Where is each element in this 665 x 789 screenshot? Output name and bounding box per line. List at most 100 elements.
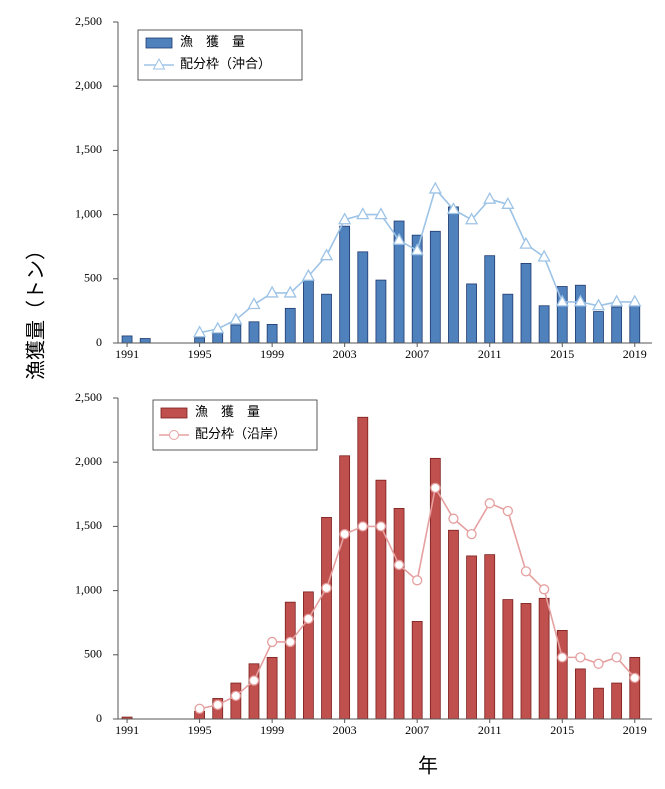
line-marker	[410, 243, 424, 256]
line-marker	[591, 298, 606, 311]
x-tick-label: 2019	[623, 347, 647, 361]
bar	[321, 293, 332, 344]
y-tick-label: 1,500	[75, 518, 102, 532]
bar	[629, 656, 641, 720]
line-marker	[247, 297, 261, 310]
x-tick-label: 1995	[188, 723, 212, 737]
line-marker	[283, 285, 297, 298]
x-tick-label: 2011	[478, 347, 502, 361]
y-tick-label: 500	[84, 647, 102, 661]
y-tick-label: 1,000	[75, 582, 102, 596]
legend-box	[152, 399, 318, 451]
bar	[284, 601, 296, 720]
line-marker	[374, 207, 388, 220]
line-marker	[192, 325, 207, 338]
line-marker	[555, 294, 569, 307]
legend-label: 漁 獲 量	[195, 404, 260, 419]
x-tick-label: 2003	[333, 347, 357, 361]
bar	[321, 517, 332, 720]
line-marker	[301, 268, 315, 281]
line-marker	[611, 652, 622, 663]
line-marker	[430, 482, 441, 494]
x-tick-label: 2019	[623, 723, 647, 737]
bar	[520, 603, 532, 720]
bar	[375, 479, 387, 720]
bar	[230, 324, 242, 344]
line-marker	[211, 321, 225, 334]
bar	[629, 305, 641, 344]
legend-marker	[169, 430, 179, 440]
bar	[357, 251, 369, 344]
bar	[303, 591, 314, 720]
y-tick-label: 2,000	[75, 454, 102, 468]
y-axis-label: 漁獲量（トン）	[25, 240, 48, 380]
bar	[502, 599, 514, 720]
bar	[448, 206, 459, 344]
bar	[266, 323, 278, 344]
x-tick-label: 1991	[115, 723, 139, 737]
bar	[339, 455, 351, 720]
x-tick-label: 2015	[550, 347, 574, 361]
x-tick-label: 2003	[333, 723, 357, 737]
bar	[448, 529, 459, 720]
bar	[212, 332, 224, 344]
bar	[502, 293, 514, 344]
line-marker	[483, 191, 497, 204]
bar	[139, 338, 151, 344]
y-tick-label: 2,000	[75, 78, 102, 92]
line-marker	[212, 699, 223, 711]
line-marker	[573, 294, 587, 307]
line-marker	[339, 528, 350, 540]
legend-label: 配分枠（沿岸）	[195, 426, 286, 441]
legend-marker	[152, 57, 166, 70]
bar	[520, 262, 532, 344]
bar	[266, 656, 278, 720]
line-marker	[229, 312, 243, 325]
line-marker	[303, 613, 314, 624]
x-tick-label: 2011	[478, 723, 502, 737]
line-marker	[375, 521, 387, 532]
line-marker	[448, 513, 459, 524]
x-tick-label: 2007	[405, 723, 429, 737]
x-tick-label: 1999	[260, 347, 284, 361]
line-marker	[593, 658, 604, 669]
x-tick-label: 1995	[188, 347, 212, 361]
bar	[484, 554, 496, 720]
line-marker	[230, 690, 242, 702]
bar	[593, 687, 604, 720]
bar	[375, 279, 387, 344]
line-marker	[248, 675, 260, 686]
line-marker	[610, 294, 624, 307]
line-marker	[194, 703, 205, 714]
bar	[411, 621, 423, 720]
line-marker	[266, 636, 278, 648]
line-marker	[321, 582, 332, 594]
bar	[284, 307, 296, 344]
line-marker	[265, 285, 279, 298]
bar	[429, 457, 441, 720]
bar	[574, 668, 586, 720]
bar	[593, 311, 604, 344]
bar	[538, 597, 550, 720]
line-marker	[557, 652, 568, 663]
bar	[466, 283, 477, 344]
line-marker	[338, 212, 352, 225]
line-marker	[393, 559, 405, 571]
bar	[611, 682, 623, 720]
bar	[429, 230, 441, 344]
bar	[538, 305, 550, 344]
y-tick-label: 500	[84, 271, 102, 285]
line-marker	[319, 248, 334, 261]
line-marker	[466, 528, 477, 540]
x-tick-label: 1991	[115, 347, 139, 361]
x-tick-label: 1999	[260, 723, 284, 737]
line-marker	[285, 636, 296, 648]
bar	[121, 335, 133, 344]
line-marker	[628, 294, 642, 307]
line-marker	[446, 202, 461, 215]
bar	[574, 284, 586, 344]
line-marker	[501, 196, 515, 209]
legend-label: 漁 獲 量	[180, 34, 245, 49]
bar	[357, 416, 369, 720]
